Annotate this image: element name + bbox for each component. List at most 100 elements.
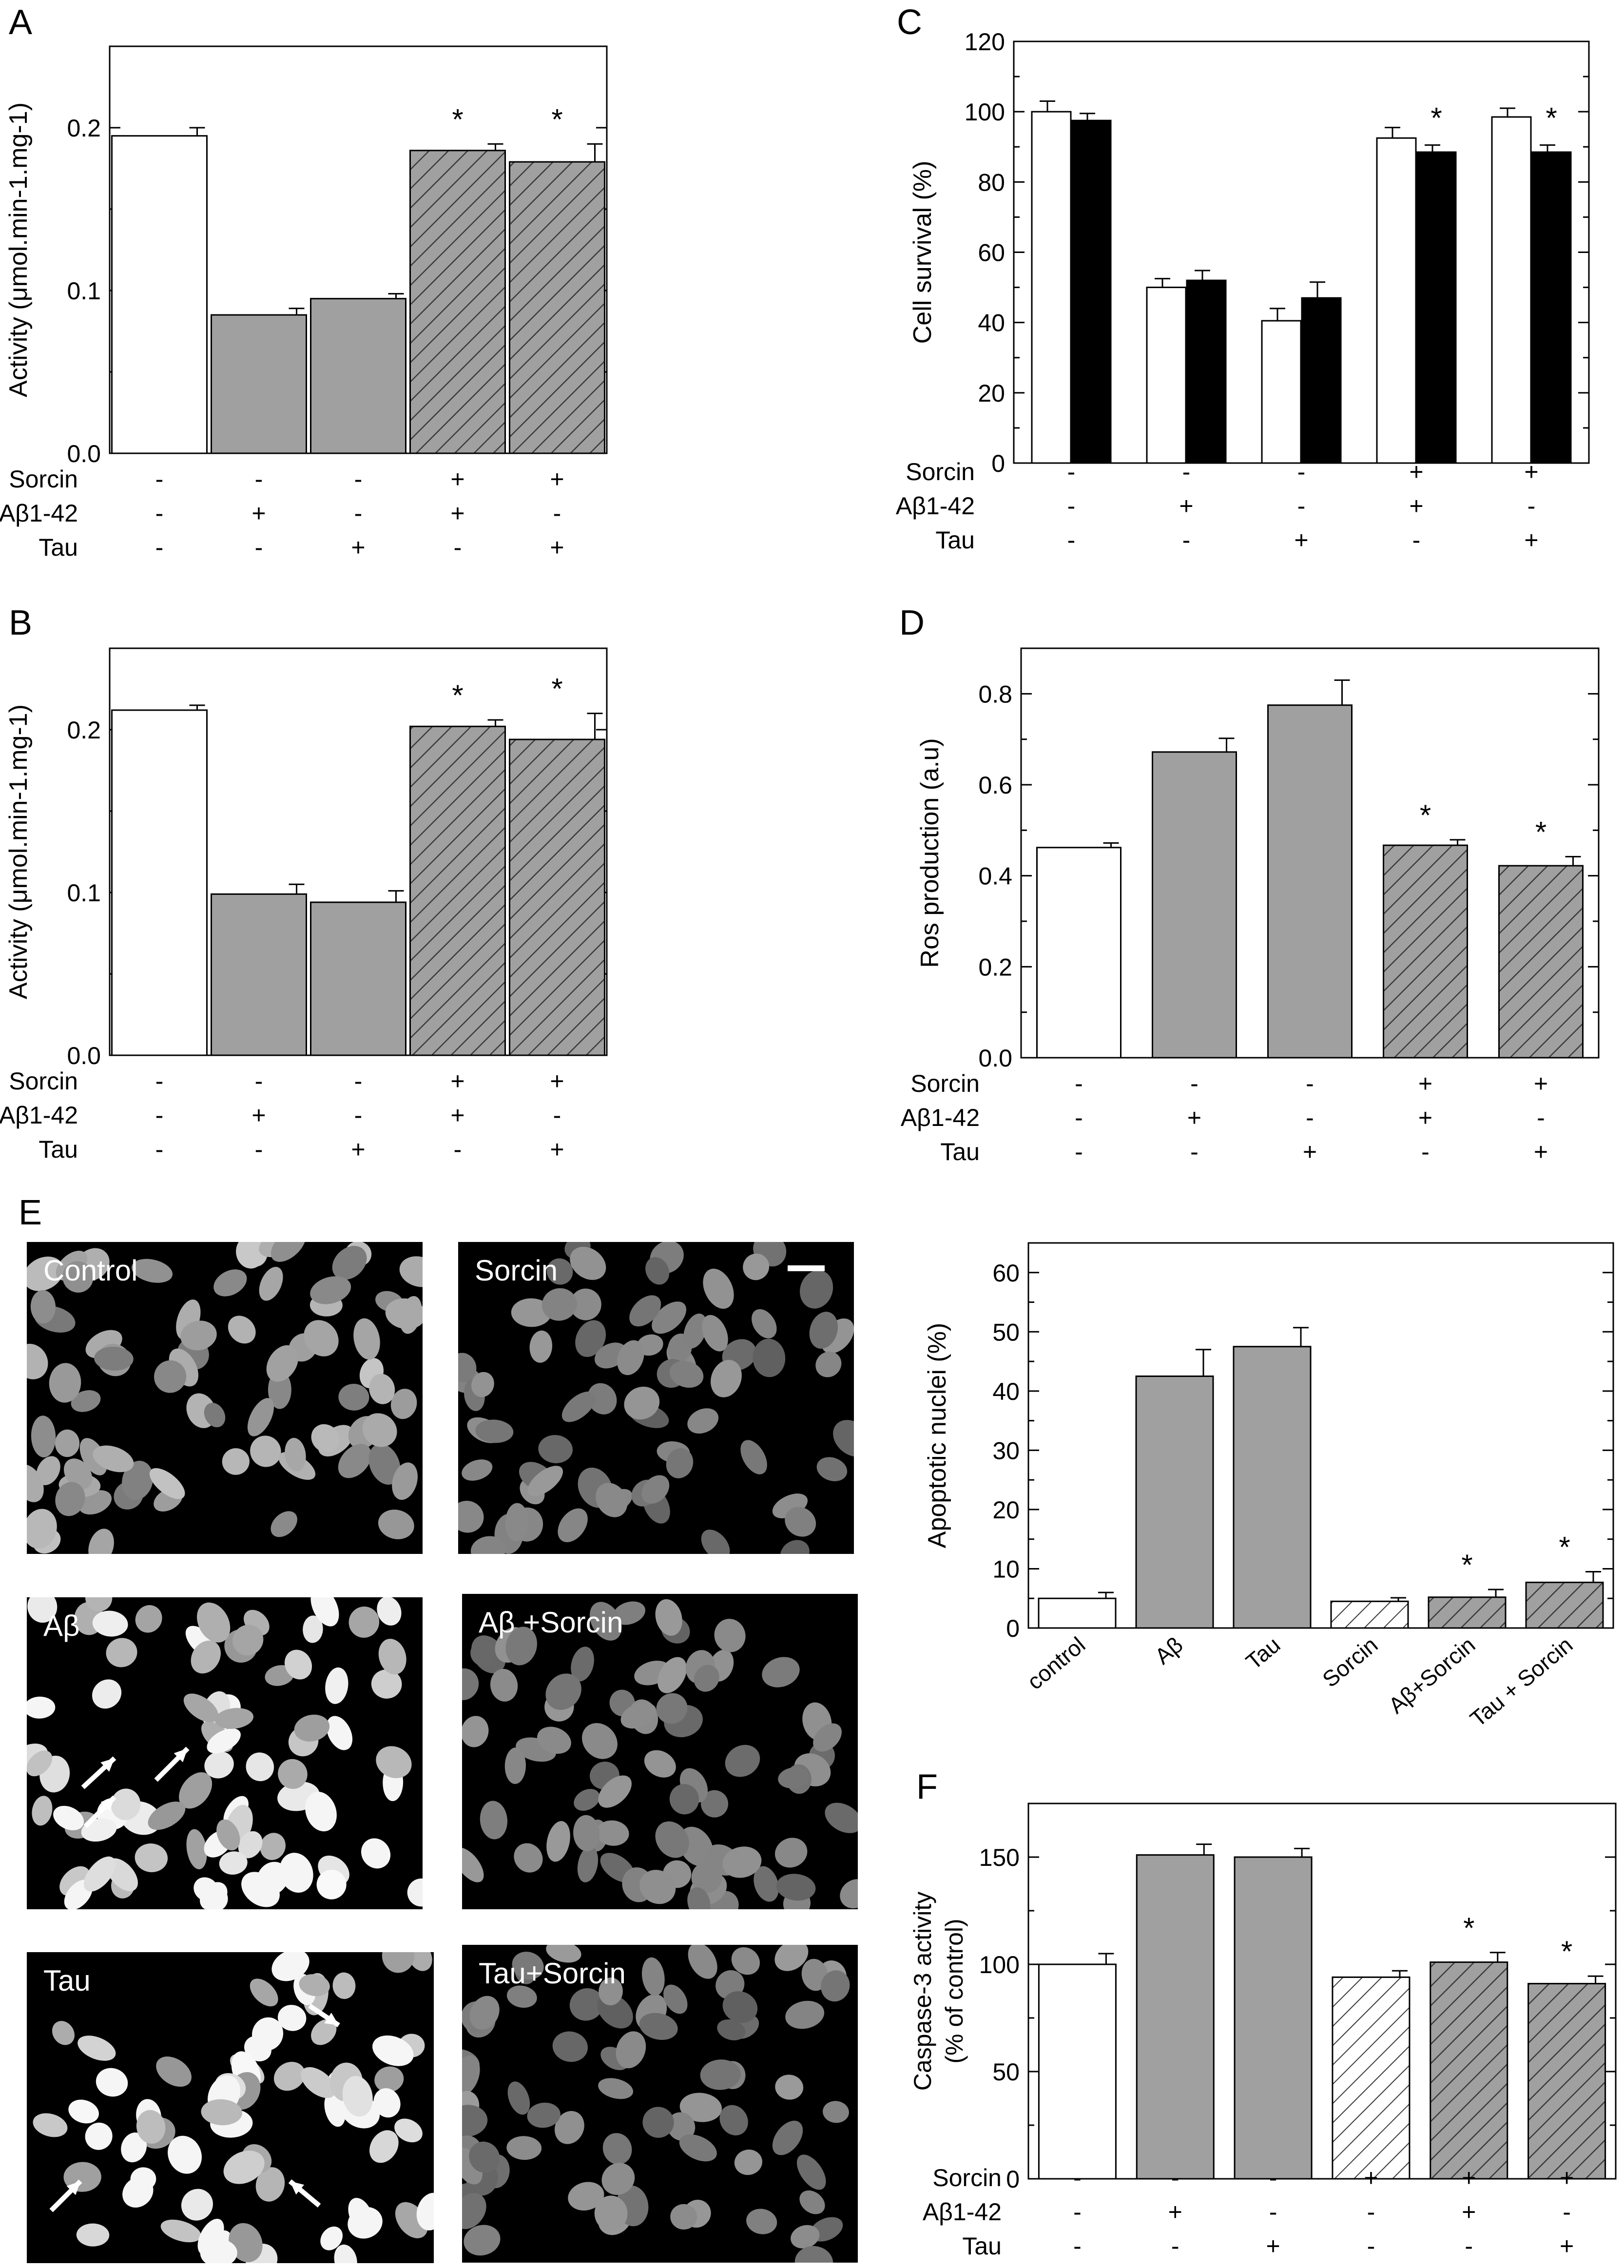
nucleus — [462, 2105, 488, 2137]
bar — [1038, 1963, 1117, 2180]
y-tick-label: 150 — [979, 1844, 1020, 1871]
bar — [310, 298, 406, 454]
nucleus — [652, 1301, 687, 1334]
condition-sign: + — [550, 1136, 564, 1163]
nucleus — [266, 1345, 299, 1382]
micrograph-tau-sorcin: Tau+Sorcin — [462, 1945, 858, 2263]
nucleus — [255, 2167, 285, 2202]
nucleus — [52, 2021, 75, 2045]
scale-bar — [788, 1265, 825, 1271]
x-category-label: Aβ+Sorcin — [1384, 1632, 1480, 1719]
condition-sign: + — [1409, 492, 1423, 520]
nucleus — [815, 1351, 842, 1377]
y-tick-label: 0.2 — [978, 953, 1012, 981]
condition-sign: - — [354, 465, 363, 493]
nucleus — [390, 1389, 417, 1419]
nuclei-image — [27, 1242, 423, 1554]
nucleus — [236, 1242, 265, 1269]
nucleus — [32, 1796, 53, 1826]
condition-sign: - — [1073, 2198, 1082, 2226]
panel-label-f: F — [916, 1767, 938, 1806]
nucleus — [135, 1843, 168, 1872]
nucleus — [27, 1509, 57, 1549]
nucleus — [216, 1819, 240, 1851]
y-tick-label: 0.2 — [67, 115, 101, 142]
micrograph-abeta-sorcin: Aβ +Sorcin — [462, 1594, 858, 1909]
condition-sign: - — [155, 465, 164, 493]
micrograph-label: Tau+Sorcin — [479, 1957, 626, 1990]
nucleus — [527, 1466, 563, 1496]
bar — [211, 314, 307, 454]
nucleus — [529, 1330, 553, 1363]
nucleus — [311, 2019, 337, 2045]
nucleus — [772, 2120, 803, 2155]
nuclei-image — [33, 1952, 434, 2263]
nucleus — [670, 2204, 697, 2230]
nucleus — [325, 1667, 348, 1704]
nucleus — [324, 2092, 346, 2127]
bar — [409, 725, 506, 1056]
nucleus — [679, 2134, 717, 2162]
nucleus — [506, 2136, 542, 2160]
y-axis-label: Ros production (a.u) — [916, 738, 944, 968]
nuclei-image — [27, 1597, 423, 1909]
nucleus — [816, 1457, 848, 1481]
condition-sign: - — [1297, 492, 1306, 520]
condition-sign: + — [351, 1136, 365, 1163]
nucleus — [238, 1831, 263, 1859]
nucleus — [655, 1821, 689, 1858]
bar — [509, 738, 605, 1056]
nucleus — [796, 2154, 826, 2190]
bar — [1491, 116, 1532, 464]
condition-sign: - — [1537, 1104, 1545, 1131]
y-tick-label: 0.0 — [67, 440, 101, 467]
y-tick-label: 10 — [992, 1555, 1020, 1583]
nucleus — [780, 1540, 810, 1554]
nucleus — [168, 2135, 202, 2174]
micrograph-sorcin: Sorcin — [458, 1242, 854, 1554]
nucleus — [241, 1872, 280, 1907]
plot-frame — [1027, 1242, 1614, 1629]
nucleus — [213, 1269, 247, 1297]
significance-star: * — [1463, 1912, 1474, 1944]
y-tick-label: 100 — [979, 1951, 1020, 1978]
significance-star: * — [1461, 1549, 1472, 1581]
chart-d-ros-production: 0.0 0.2 0.4 0.6 0.8 Ros production (a.u) * * Sor… — [901, 647, 1600, 1165]
nucleus — [149, 1468, 185, 1499]
nucleus — [334, 2244, 357, 2263]
bar — [1330, 1600, 1409, 1629]
bar — [111, 135, 208, 454]
bar — [1146, 287, 1187, 464]
bar — [1233, 1346, 1312, 1629]
y-tick-label: 0.6 — [978, 772, 1012, 799]
nucleus — [348, 1606, 380, 1638]
nucleus — [84, 1856, 116, 1892]
nucleus — [271, 1511, 297, 1537]
y-tick-label: 0 — [1006, 1615, 1020, 1642]
condition-sign: - — [1527, 492, 1536, 520]
arrow-head-icon — [100, 1758, 115, 1772]
bar — [1498, 865, 1584, 1059]
nucleus — [620, 1702, 657, 1729]
condition-sign: - — [1190, 1138, 1199, 1165]
condition-sign: + — [1560, 2164, 1574, 2191]
bar — [310, 901, 406, 1056]
x-category-label: Tau — [1241, 1632, 1285, 1675]
nucleus — [746, 2209, 777, 2234]
nucleus — [348, 2207, 383, 2239]
nucleus — [361, 1838, 391, 1869]
bar — [211, 893, 307, 1056]
significance-star: * — [1535, 815, 1547, 848]
nucleus — [332, 1246, 367, 1280]
y-tick-label: 50 — [992, 2058, 1020, 2086]
bar — [111, 709, 208, 1056]
micrograph-tau: Tau — [27, 1952, 434, 2263]
condition-sign: - — [553, 500, 561, 527]
nucleus — [470, 1536, 506, 1554]
nucleus — [823, 2101, 849, 2123]
nucleus — [571, 1647, 594, 1682]
nucleus — [596, 1483, 628, 1517]
nucleus — [687, 1408, 719, 1434]
nucleus — [617, 1340, 644, 1376]
condition-sign: - — [155, 1136, 164, 1163]
